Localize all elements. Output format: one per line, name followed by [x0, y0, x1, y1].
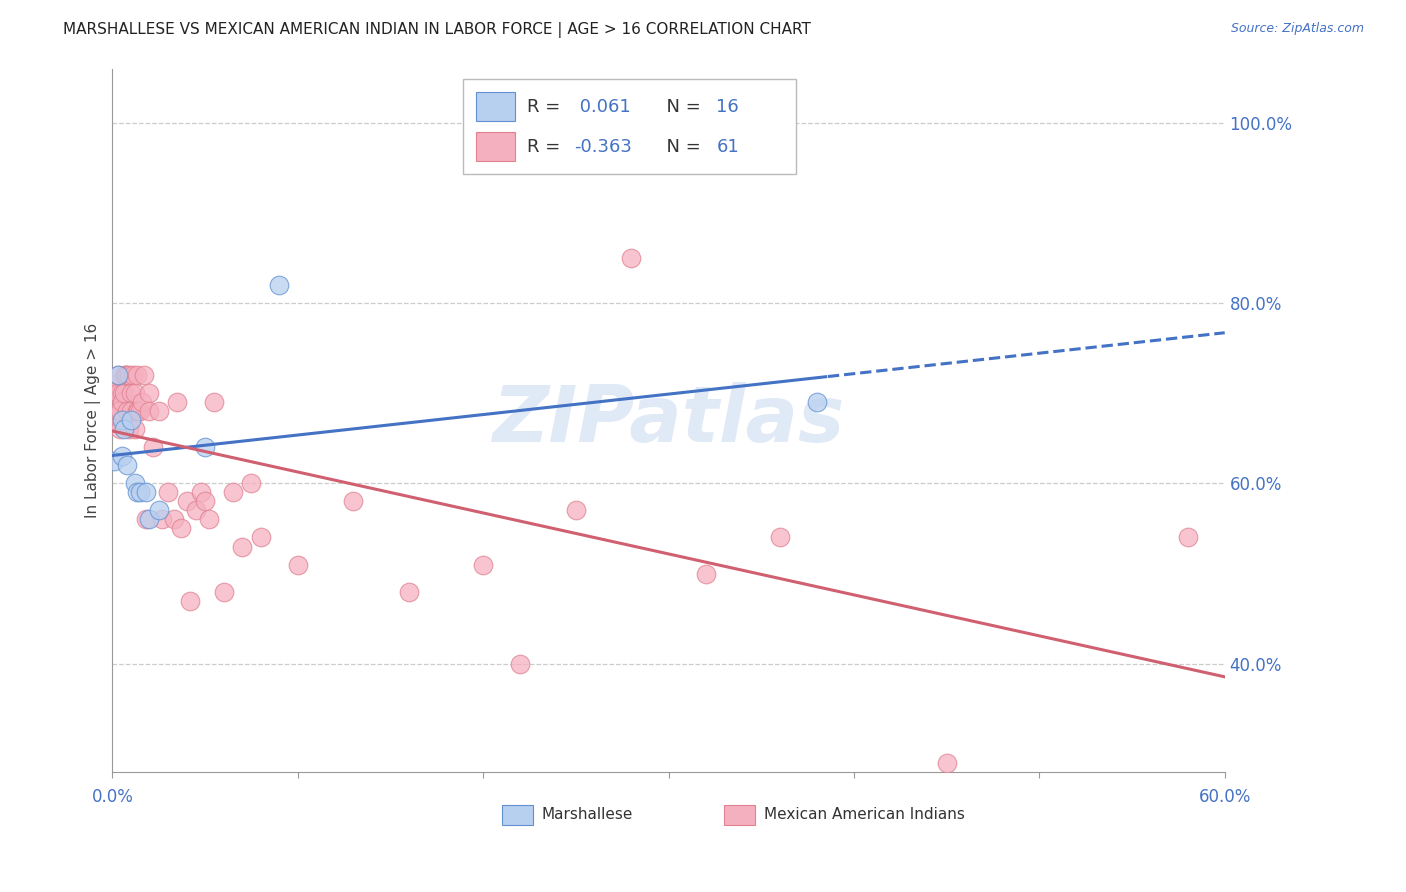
- Point: [138, 404, 160, 418]
- Point: [129, 485, 152, 500]
- Point: [107, 368, 129, 383]
- Point: [194, 440, 217, 454]
- Text: Source: ZipAtlas.com: Source: ZipAtlas.com: [1230, 22, 1364, 36]
- Point: [125, 404, 148, 418]
- Point: [103, 386, 125, 401]
- Text: 0.061: 0.061: [574, 97, 631, 115]
- Text: R =: R =: [527, 137, 567, 155]
- Point: [108, 404, 131, 418]
- Point: [108, 422, 131, 436]
- Point: [152, 512, 174, 526]
- Point: [1177, 531, 1199, 545]
- Point: [120, 413, 142, 427]
- Point: [111, 395, 134, 409]
- Text: 60.0%: 60.0%: [1198, 789, 1251, 806]
- Point: [935, 756, 957, 770]
- Point: [202, 395, 225, 409]
- Text: N =: N =: [655, 137, 707, 155]
- Point: [115, 368, 138, 383]
- Text: R =: R =: [527, 97, 567, 115]
- Point: [148, 404, 170, 418]
- Text: ZIPatlas: ZIPatlas: [492, 383, 845, 458]
- Point: [212, 584, 235, 599]
- Point: [176, 494, 198, 508]
- Point: [162, 512, 184, 526]
- Point: [231, 540, 253, 554]
- Point: [184, 503, 207, 517]
- Point: [111, 386, 134, 401]
- Point: [148, 503, 170, 517]
- Point: [129, 404, 152, 418]
- Point: [125, 368, 148, 383]
- Point: [142, 440, 165, 454]
- Point: [112, 422, 135, 436]
- Point: [111, 413, 134, 427]
- Text: Mexican American Indians: Mexican American Indians: [765, 807, 965, 822]
- Point: [125, 485, 148, 500]
- Point: [115, 458, 138, 473]
- Point: [127, 404, 149, 418]
- Text: -0.363: -0.363: [574, 137, 631, 155]
- Y-axis label: In Labor Force | Age > 16: In Labor Force | Age > 16: [86, 323, 101, 518]
- Point: [170, 521, 193, 535]
- Bar: [724, 805, 755, 825]
- Point: [138, 386, 160, 401]
- Point: [222, 485, 245, 500]
- Text: 0.0%: 0.0%: [91, 789, 134, 806]
- Point: [249, 531, 271, 545]
- Point: [472, 558, 495, 572]
- Point: [269, 277, 291, 292]
- Point: [112, 386, 135, 401]
- Point: [806, 395, 828, 409]
- Point: [509, 657, 531, 671]
- Point: [114, 368, 136, 383]
- Text: N =: N =: [655, 97, 707, 115]
- Text: Marshallese: Marshallese: [541, 807, 633, 822]
- Point: [115, 404, 138, 418]
- Point: [107, 386, 129, 401]
- Point: [198, 512, 221, 526]
- Point: [620, 251, 643, 265]
- Point: [287, 558, 309, 572]
- Point: [118, 368, 141, 383]
- Point: [194, 494, 217, 508]
- Point: [105, 377, 128, 392]
- Point: [166, 395, 188, 409]
- Point: [342, 494, 364, 508]
- Point: [124, 476, 146, 491]
- Point: [565, 503, 588, 517]
- Point: [124, 386, 146, 401]
- Point: [120, 404, 142, 418]
- Point: [107, 404, 129, 418]
- Point: [240, 476, 263, 491]
- Point: [135, 485, 157, 500]
- Bar: [477, 132, 515, 161]
- Point: [124, 422, 146, 436]
- Point: [132, 368, 155, 383]
- Point: [111, 450, 134, 464]
- Text: MARSHALLESE VS MEXICAN AMERICAN INDIAN IN LABOR FORCE | AGE > 16 CORRELATION CHA: MARSHALLESE VS MEXICAN AMERICAN INDIAN I…: [63, 22, 811, 38]
- Text: 61: 61: [717, 137, 740, 155]
- Point: [138, 512, 160, 526]
- Point: [695, 566, 717, 581]
- FancyBboxPatch shape: [463, 79, 796, 174]
- Point: [107, 368, 129, 383]
- Point: [118, 422, 141, 436]
- Point: [179, 593, 201, 607]
- Point: [103, 454, 125, 468]
- Point: [131, 395, 153, 409]
- Point: [190, 485, 212, 500]
- Point: [157, 485, 180, 500]
- Point: [120, 386, 142, 401]
- Point: [135, 512, 157, 526]
- Point: [769, 531, 792, 545]
- Point: [105, 413, 128, 427]
- Point: [398, 584, 420, 599]
- Text: 16: 16: [717, 97, 740, 115]
- Bar: [502, 805, 533, 825]
- Point: [114, 368, 136, 383]
- Point: [121, 368, 143, 383]
- Bar: [477, 92, 515, 121]
